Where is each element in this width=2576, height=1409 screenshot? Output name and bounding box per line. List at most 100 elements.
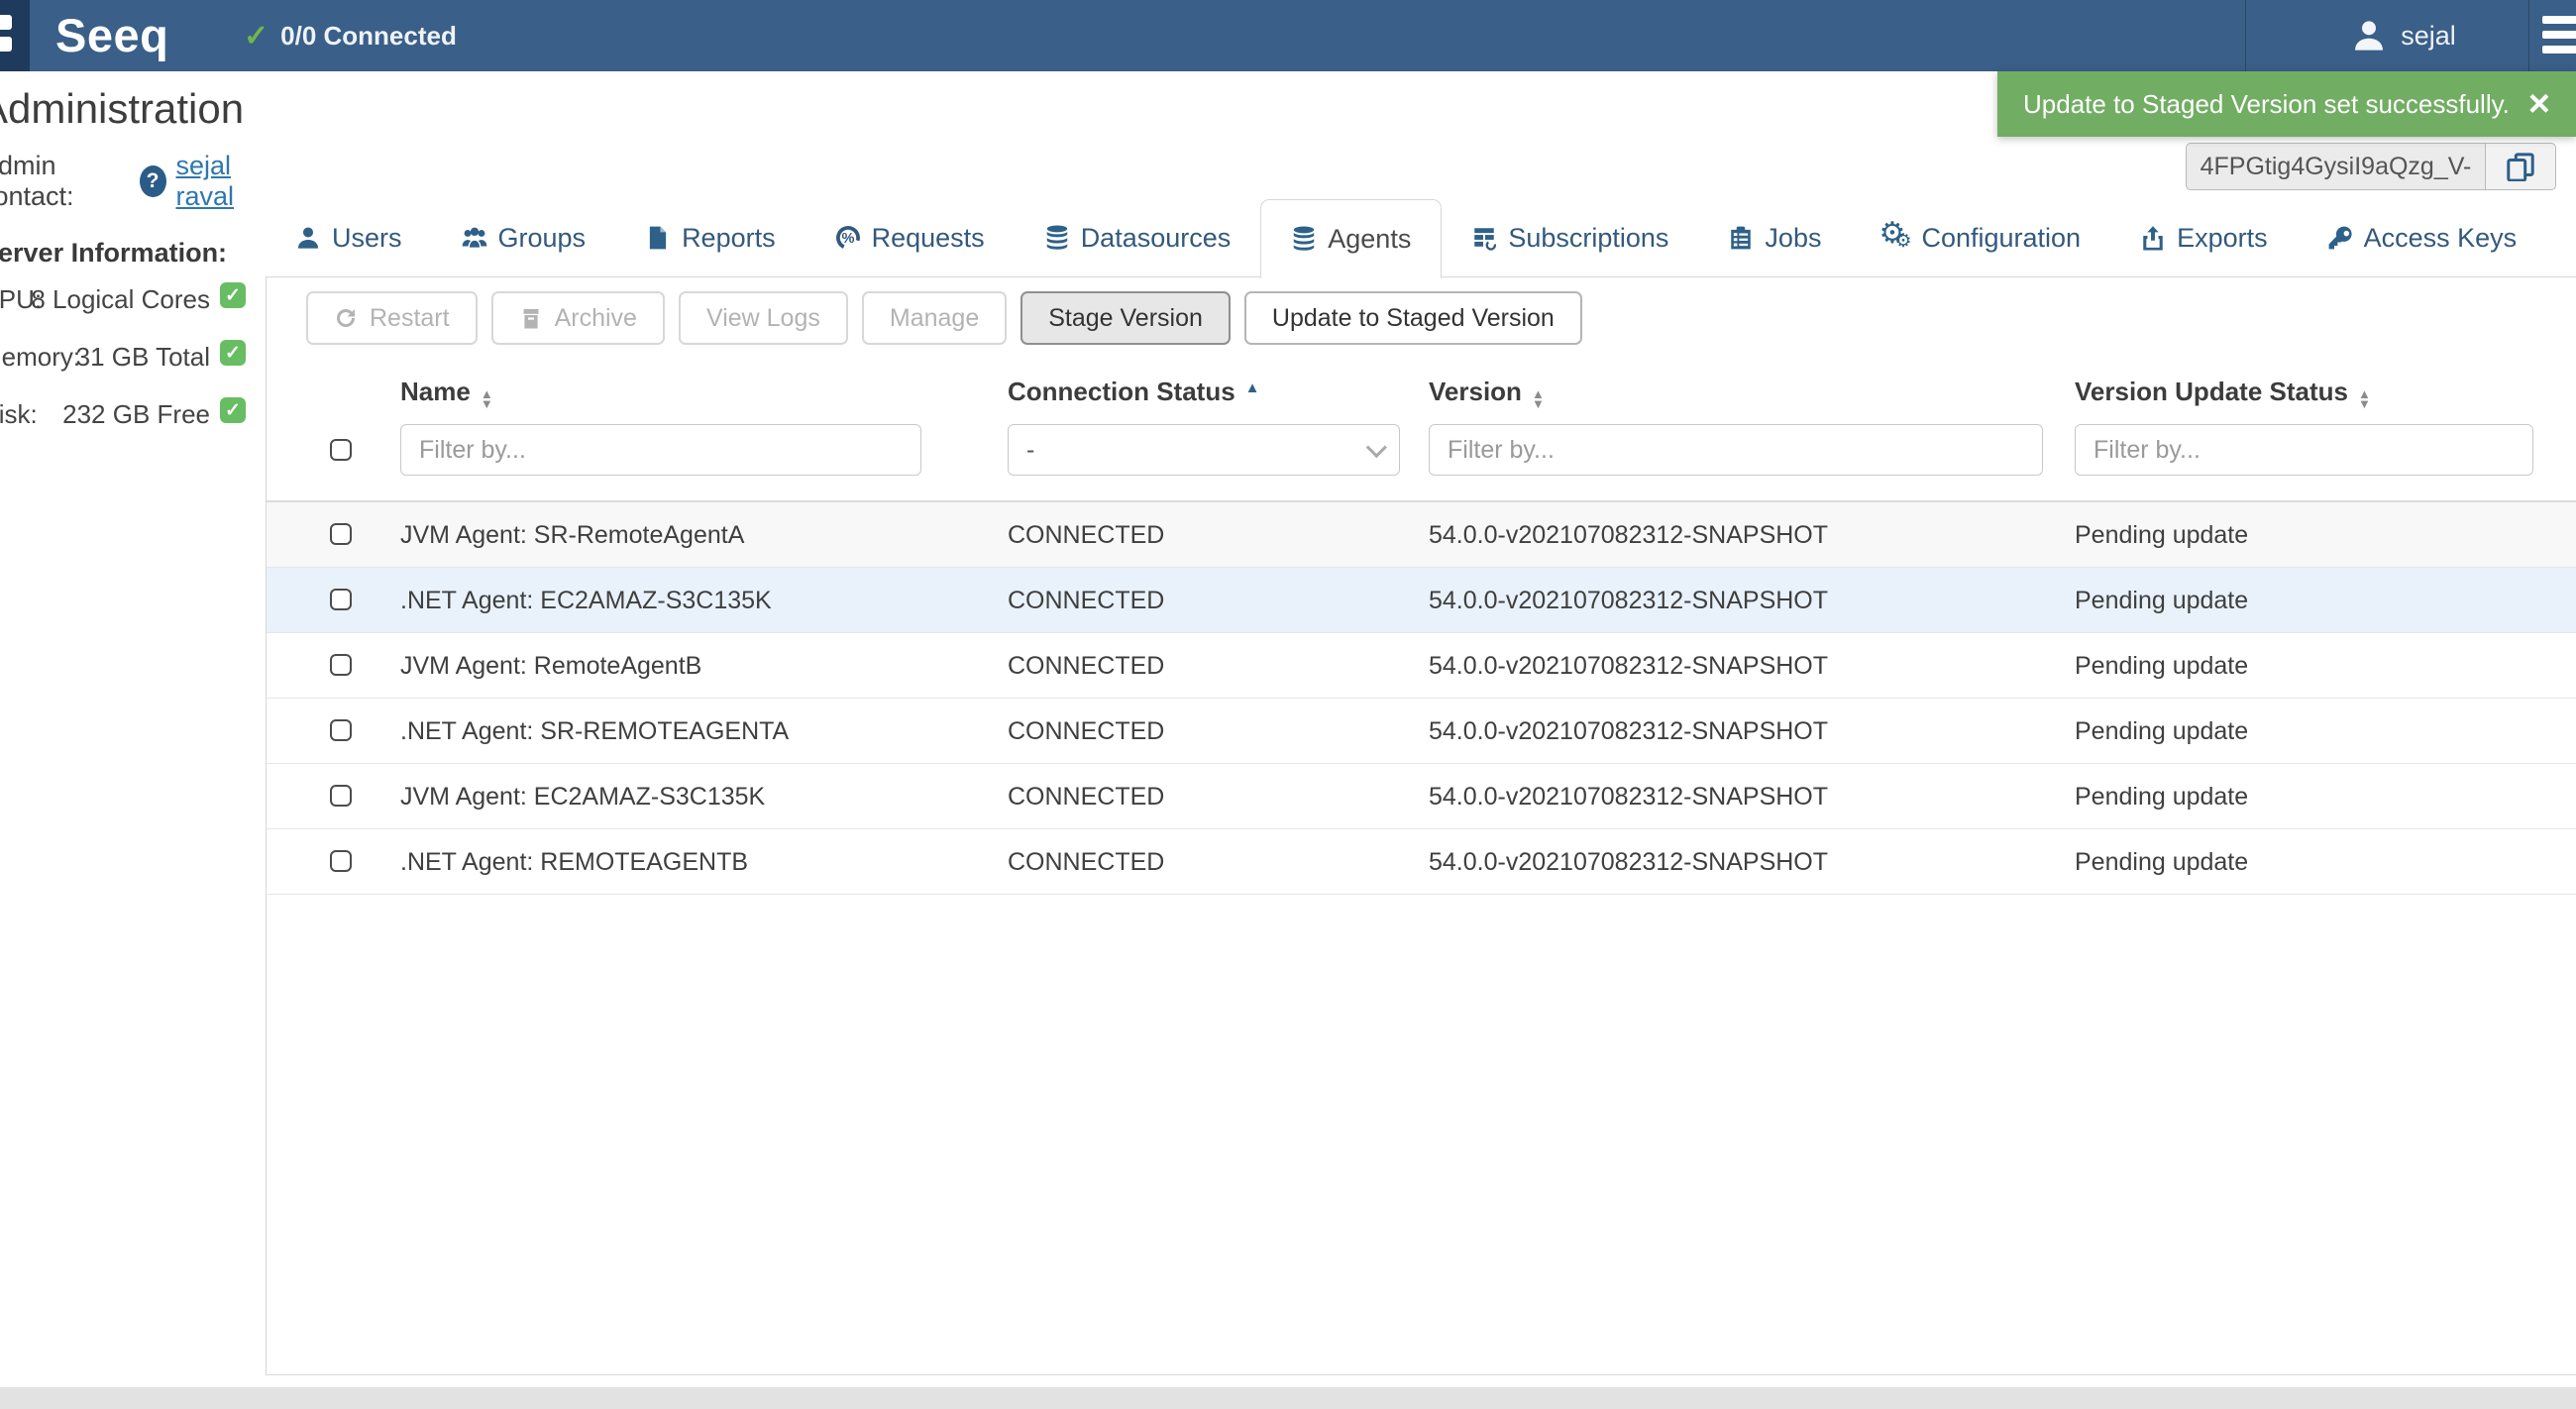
admin-contact-label: Admin contact: [0, 151, 74, 211]
tab-subscriptions[interactable]: Subscriptions [1442, 199, 1698, 277]
tab-configuration[interactable]: ⚙ ⚙ Configuration [1851, 199, 2110, 277]
table-row[interactable]: .NET Agent: SR-REMOTEAGENTA CONNECTED 54… [267, 699, 2576, 764]
seeq-logo[interactable]: Seeq [55, 9, 169, 61]
memory-value: 31 GB Total [75, 342, 210, 372]
agent-name-cell: .NET Agent: REMOTEAGENTB [400, 848, 749, 876]
button-label: Update to Staged Version [1271, 303, 1555, 332]
tab-datasources[interactable]: Datasources [1015, 199, 1261, 277]
tab-jobs[interactable]: Jobs [1698, 199, 1851, 277]
gears-icon: ⚙ ⚙ [1878, 217, 1912, 252]
server-info-heading: Server Information: [0, 238, 228, 268]
svg-text:%: % [841, 231, 854, 247]
connection-status-cell: CONNECTED [1008, 521, 1165, 549]
admin-tabs: Users Groups Reports % Requests Datasour… [266, 198, 2576, 278]
sort-asc-icon: ▲ [1244, 379, 1260, 396]
tab-label: Agents [1328, 223, 1412, 254]
view-logs-button[interactable]: View Logs [678, 291, 848, 345]
version-filter-input[interactable] [1429, 424, 2043, 476]
disk-value: 232 GB Free [62, 399, 210, 429]
button-label: Manage [889, 303, 980, 332]
key-icon [2328, 226, 2352, 250]
tab-label: Subscriptions [1508, 222, 1669, 253]
table-row[interactable]: JVM Agent: SR-RemoteAgentA CONNECTED 54.… [267, 502, 2576, 568]
button-label: Restart [370, 303, 450, 332]
manage-button[interactable]: Manage [861, 291, 1008, 345]
tab-groups[interactable]: Groups [432, 199, 616, 277]
help-icon[interactable]: ? [139, 165, 166, 197]
column-header-version[interactable]: Version ▲ ▼ [1429, 377, 1545, 411]
tab-access-keys[interactable]: Access Keys [2298, 199, 2547, 277]
select-all-checkbox[interactable] [330, 439, 352, 461]
server-info-row-cpu: CPU: 8 Logical Cores ✓ [0, 271, 246, 326]
server-info-row-memory: Memory: 31 GB Total ✓ [0, 328, 246, 383]
table-row[interactable]: JVM Agent: EC2AMAZ-S3C135K CONNECTED 54.… [267, 764, 2576, 829]
users-icon [462, 227, 486, 248]
version-update-status-cell: Pending update [2075, 521, 2249, 549]
tab-users[interactable]: Users [266, 199, 432, 277]
tab-label: Datasources [1080, 222, 1232, 253]
tab-label: Exports [2177, 222, 2268, 253]
version-update-status-filter-input[interactable] [2075, 424, 2533, 476]
version-update-status-cell: Pending update [2075, 848, 2249, 876]
button-label: Stage Version [1048, 303, 1203, 332]
tab-exports[interactable]: Exports [2110, 199, 2298, 277]
version-update-status-cell: Pending update [2075, 587, 2249, 614]
agent-name-cell: JVM Agent: SR-RemoteAgentA [400, 521, 745, 549]
column-header-version-update-status[interactable]: Version Update Status ▲ ▼ [2075, 377, 2371, 411]
archive-button[interactable]: Archive [490, 291, 665, 345]
user-icon [297, 227, 319, 249]
row-checkbox[interactable] [330, 719, 352, 741]
admin-contact-link[interactable]: sejal raval [175, 151, 235, 211]
agents-table-body: JVM Agent: SR-RemoteAgentA CONNECTED 54.… [267, 500, 2576, 895]
tab-label: Access Keys [2363, 222, 2518, 253]
update-to-staged-version-button[interactable]: Update to Staged Version [1243, 291, 1582, 345]
tab-label: Reports [682, 222, 776, 253]
connection-status-cell: CONNECTED [1008, 783, 1165, 811]
user-menu[interactable]: sejal [2279, 0, 2528, 71]
button-label: View Logs [705, 303, 820, 332]
version-cell: 54.0.0-v202107082312-SNAPSHOT [1429, 783, 1829, 811]
datasource-connection-status: ✓ 0/0 Connected [244, 0, 457, 71]
hamburger-menu-icon[interactable] [2542, 16, 2576, 60]
table-row[interactable]: .NET Agent: REMOTEAGENTB CONNECTED 54.0.… [267, 829, 2576, 895]
cpu-value: 8 Logical Cores [31, 284, 210, 314]
tab-label: Users [332, 222, 402, 253]
status-ok-icon: ✓ [220, 282, 246, 308]
top-navbar: Seeq ✓ 0/0 Connected sejal [0, 0, 2576, 71]
connection-status-filter-select[interactable]: - [1008, 424, 1400, 476]
stage-version-button[interactable]: Stage Version [1020, 291, 1231, 345]
row-checkbox[interactable] [330, 785, 352, 807]
username: sejal [2401, 20, 2456, 51]
copy-icon [2507, 153, 2534, 181]
column-header-connection-status[interactable]: Connection Status ▲ [1008, 377, 1260, 406]
tab-agents[interactable]: Agents [1260, 198, 1443, 278]
tab-requests[interactable]: % Requests [805, 199, 1015, 277]
close-icon[interactable]: × [2527, 83, 2550, 125]
export-icon [2143, 226, 2163, 251]
cpu-label: CPU: [0, 284, 43, 314]
row-checkbox[interactable] [330, 589, 352, 610]
table-row[interactable]: .NET Agent: EC2AMAZ-S3C135K CONNECTED 54… [267, 568, 2576, 633]
server-info-row-disk: Disk: 232 GB Free ✓ [0, 385, 246, 441]
horizontal-scrollbar[interactable] [0, 1387, 2576, 1409]
restart-button[interactable]: Restart [306, 291, 478, 345]
agents-panel: Restart Archive View Logs Manage Stage V… [266, 277, 2576, 1375]
version-cell: 54.0.0-v202107082312-SNAPSHOT [1429, 652, 1829, 680]
row-checkbox[interactable] [330, 654, 352, 676]
column-header-name[interactable]: Name ▲ ▼ [400, 377, 493, 411]
success-toast: Update to Staged Version set successfull… [1997, 71, 2576, 137]
row-checkbox[interactable] [330, 523, 352, 545]
connection-label: 0/0 Connected [280, 20, 457, 51]
connection-status-cell: CONNECTED [1008, 848, 1165, 876]
access-key-input[interactable] [2186, 143, 2485, 190]
row-checkbox[interactable] [330, 850, 352, 872]
app-switcher-icon[interactable] [0, 0, 30, 71]
database-icon [1294, 226, 1315, 251]
connection-status-cell: CONNECTED [1008, 652, 1165, 680]
access-key-group [2186, 143, 2556, 190]
tab-label: Jobs [1765, 222, 1822, 253]
tab-reports[interactable]: Reports [615, 199, 805, 277]
copy-button[interactable] [2485, 143, 2556, 190]
table-row[interactable]: JVM Agent: RemoteAgentB CONNECTED 54.0.0… [267, 633, 2576, 699]
name-filter-input[interactable] [400, 424, 921, 476]
